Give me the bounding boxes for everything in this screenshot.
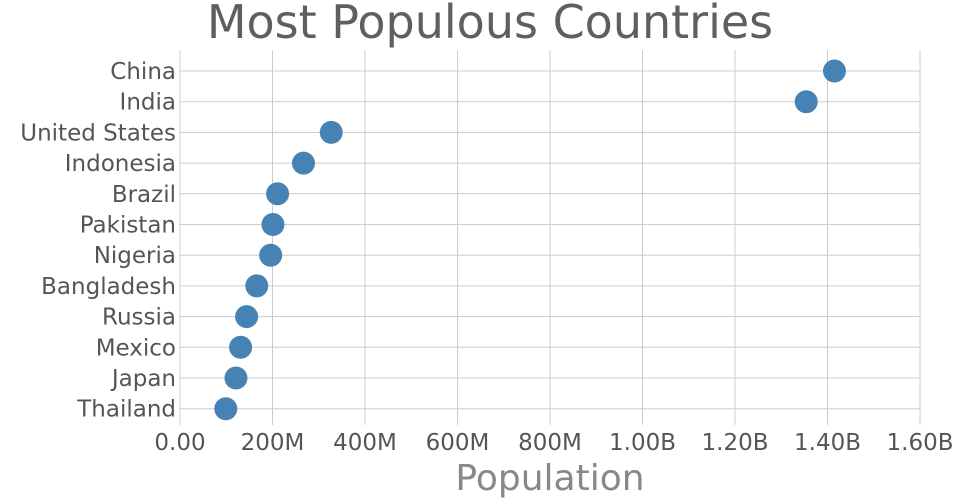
data-point	[229, 335, 253, 359]
data-point	[794, 90, 818, 114]
data-point	[224, 366, 248, 390]
x-tick-labels: 0.00 200M 400M 600M 800M 1.00B 1.20B 1.40B 1.60B	[154, 430, 953, 456]
category-label: Mexico	[96, 335, 176, 361]
category-label: Nigeria	[94, 243, 176, 269]
data-point	[822, 59, 846, 83]
category-label: Thailand	[76, 397, 176, 423]
category-label: Brazil	[112, 182, 176, 208]
x-tick-label: 400M	[333, 430, 397, 456]
data-point	[235, 305, 259, 329]
gridlines-y	[180, 70, 920, 410]
x-tick-label: 0.00	[154, 430, 205, 456]
category-label: Pakistan	[80, 213, 176, 239]
chart-title: Most Populous Countries	[207, 0, 773, 49]
x-tick-label: 1.60B	[887, 430, 954, 456]
category-label: Bangladesh	[41, 274, 176, 300]
data-point	[245, 274, 269, 298]
category-label: India	[120, 90, 176, 116]
data-point	[259, 243, 283, 267]
x-tick-label: 800M	[518, 430, 582, 456]
data-point	[266, 182, 290, 206]
category-label: Japan	[110, 366, 176, 392]
x-tick-label: 1.00B	[609, 430, 676, 456]
data-points	[214, 59, 846, 421]
category-label: United States	[20, 120, 176, 146]
data-point	[214, 397, 238, 421]
category-label: Indonesia	[65, 151, 176, 177]
x-tick-label: 1.20B	[702, 430, 769, 456]
x-tick-label: 1.40B	[794, 430, 861, 456]
x-axis-label: Population	[455, 458, 644, 499]
category-labels: China India United States Indonesia Brazil Pa…	[20, 59, 176, 423]
data-point	[291, 151, 315, 175]
data-point	[261, 213, 285, 236]
gridlines-x	[179, 50, 921, 425]
data-point	[319, 120, 343, 144]
category-label: Russia	[102, 305, 176, 331]
category-label: China	[110, 59, 176, 85]
x-tick-label: 200M	[241, 430, 305, 456]
x-tick-label: 600M	[426, 430, 490, 456]
